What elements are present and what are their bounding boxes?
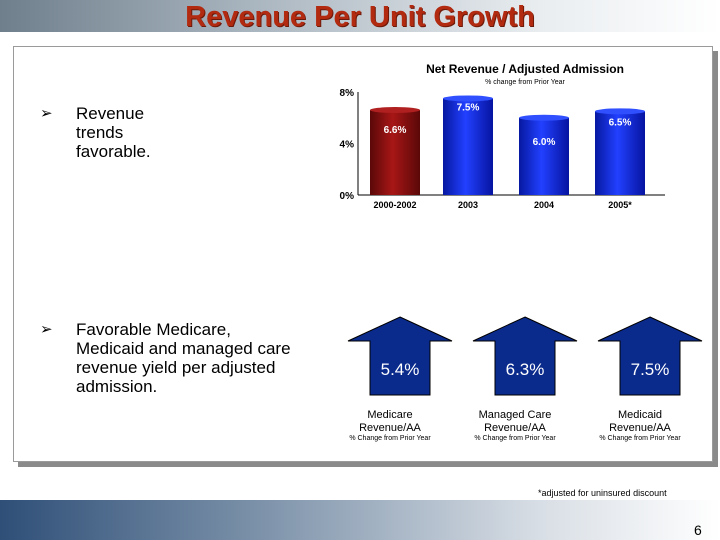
chart-title: Net Revenue / Adjusted Admission: [426, 62, 624, 76]
bullet-text: Revenue trends favorable.: [76, 104, 151, 161]
bar-cap: [519, 114, 569, 121]
bullet-line: admission.: [76, 377, 158, 396]
data-label: 6.5%: [609, 117, 632, 128]
title-band: [0, 0, 720, 32]
page-title: Revenue Per Unit Growth: [185, 1, 535, 33]
data-label: 6.6%: [384, 125, 407, 136]
bar: [443, 98, 493, 195]
arrow-bullet-icon: ➢: [40, 105, 53, 122]
arrow-value: 7.5%: [631, 360, 670, 379]
bullet-text: Favorable Medicare, Medicaid and managed…: [76, 320, 336, 396]
category-label: 2000-2002: [373, 200, 416, 210]
category-label: 2003: [458, 200, 478, 210]
arrow-label-line: Managed Care: [478, 409, 552, 421]
arrow-bullet-icon: ➢: [40, 321, 53, 338]
category-label: 2005*: [608, 200, 632, 210]
arrow-label-medicaid: Medicaid Revenue/AA: [590, 409, 690, 435]
up-arrow-shape: [597, 316, 703, 396]
bar: [595, 111, 645, 195]
bullet-line: Medicaid and managed care: [76, 339, 291, 358]
arrow-label-line: Revenue/AA: [609, 422, 671, 434]
bar-cap: [370, 107, 420, 114]
footnote: *adjusted for uninsured discount: [538, 488, 667, 498]
arrow-value: 5.4%: [381, 360, 420, 379]
y-tick-label: 4%: [340, 140, 355, 151]
bar-cap: [443, 95, 493, 102]
data-label: 7.5%: [457, 102, 480, 113]
category-label: 2004: [534, 200, 554, 210]
page-number: 6: [694, 522, 702, 538]
arrow-value: 6.3%: [506, 360, 545, 379]
arrow-label-line: Revenue/AA: [359, 422, 421, 434]
arrows-svg: 5.4% 6.3% 7.5%: [347, 316, 703, 396]
bottom-band: [0, 500, 720, 540]
chart-marks: 0% 4% 8% 6.6% 2000-2002 7.5% 2003 6.0% 2004 6.5% 2…: [340, 88, 645, 210]
arrow-label-line: Medicaid: [617, 409, 663, 421]
bar: [519, 117, 569, 195]
up-arrow-shape: [472, 316, 578, 396]
data-label: 6.0%: [533, 137, 556, 148]
bar: [370, 110, 420, 195]
bar-chart: Net Revenue / Adjusted Admission % chang…: [340, 62, 665, 210]
y-tick-label: 0%: [340, 191, 355, 202]
arrow-label-managed-care: Managed Care Revenue/AA: [460, 409, 570, 435]
bullet-line: revenue yield per adjusted: [76, 358, 276, 377]
arrow-sub-managed-care: % Change from Prior Year: [474, 435, 556, 442]
arrow-label-line: Medicare: [367, 409, 413, 421]
up-arrow-shape: [347, 316, 453, 396]
chart-subtitle: % change from Prior Year: [485, 79, 565, 86]
arrow-label-medicare: Medicare Revenue/AA: [340, 409, 440, 435]
arrow-sub-medicare: % Change from Prior Year: [349, 435, 431, 442]
y-tick-label: 8%: [340, 88, 355, 99]
bar-cap: [595, 108, 645, 115]
bullet-line: Favorable Medicare,: [76, 320, 231, 339]
arrow-label-line: Revenue/AA: [484, 422, 546, 434]
arrow-shapes: 5.4% 6.3% 7.5%: [347, 316, 703, 396]
arrow-sub-medicaid: % Change from Prior Year: [599, 435, 681, 442]
